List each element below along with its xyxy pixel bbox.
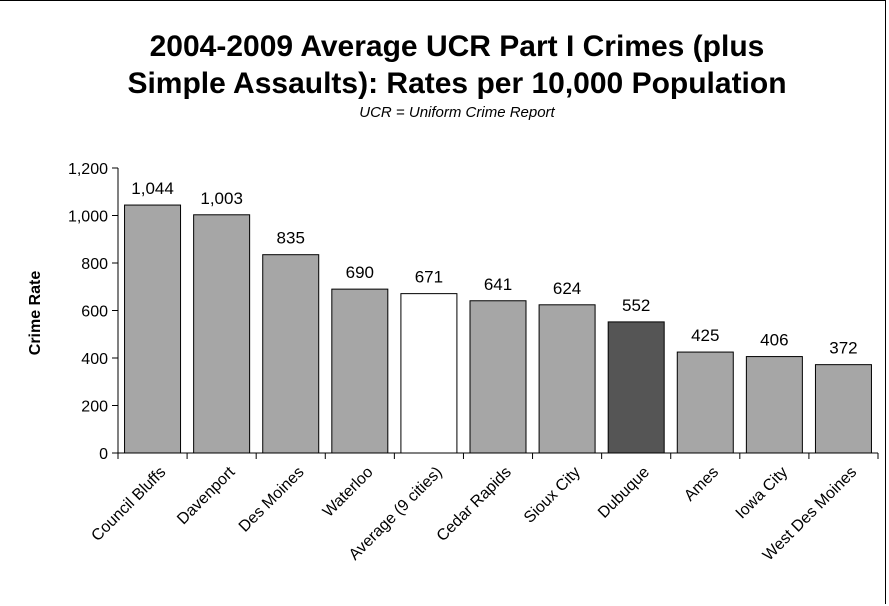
y-tick-label: 200 xyxy=(81,399,108,416)
bar xyxy=(814,364,872,454)
bar xyxy=(331,288,389,454)
bar xyxy=(400,293,458,454)
bar xyxy=(538,304,596,454)
bars xyxy=(124,204,872,454)
data-label: 641 xyxy=(484,275,512,294)
x-category-label: Des Moines xyxy=(236,464,308,536)
x-category-label: Iowa City xyxy=(733,464,792,523)
y-tick-label: 1,200 xyxy=(68,161,108,178)
data-label: 624 xyxy=(553,279,581,298)
data-label: 690 xyxy=(346,263,374,282)
data-label: 1,003 xyxy=(200,189,243,208)
y-tick-label: 600 xyxy=(81,304,108,321)
data-label: 406 xyxy=(760,331,788,350)
chart-title-line-1: 2004-2009 Average UCR Part I Crimes (plu… xyxy=(150,30,765,63)
bar xyxy=(607,321,665,454)
x-category-label: Ames xyxy=(681,464,722,505)
x-category-label: Cedar Rapids xyxy=(434,464,515,545)
y-tick-label: 800 xyxy=(81,256,108,273)
y-axis: 0 200 400 600 800 1,000 1,200 xyxy=(68,161,119,463)
data-label: 425 xyxy=(691,326,719,345)
y-tick-label: 1,000 xyxy=(68,209,108,226)
bar xyxy=(469,300,527,454)
x-category-label: Council Bluffs xyxy=(88,464,169,545)
chart-title-line-2: Simple Assaults): Rates per 10,000 Popul… xyxy=(127,67,786,100)
bar xyxy=(262,254,320,454)
x-category-label: Davenport xyxy=(174,463,239,528)
bar xyxy=(676,351,734,454)
data-label: 671 xyxy=(415,268,443,287)
bar xyxy=(193,214,251,454)
y-tick-label: 400 xyxy=(81,351,108,368)
data-label: 835 xyxy=(277,229,305,248)
chart-subtitle: UCR = Uniform Crime Report xyxy=(359,104,555,121)
bar xyxy=(124,204,182,454)
y-axis-title: Crime Rate xyxy=(27,271,44,356)
y-tick-label: 0 xyxy=(99,446,108,463)
data-labels: 1,044 1,003 835 690 671 641 624 552 425 406 372 xyxy=(131,179,857,358)
data-label: 372 xyxy=(829,339,857,358)
x-category-label: Sioux City xyxy=(521,464,584,527)
x-category-label: Dubuque xyxy=(595,464,653,522)
data-label: 552 xyxy=(622,296,650,315)
bar xyxy=(745,356,803,454)
data-label: 1,044 xyxy=(131,179,174,198)
x-category-label: Waterloo xyxy=(320,464,377,521)
